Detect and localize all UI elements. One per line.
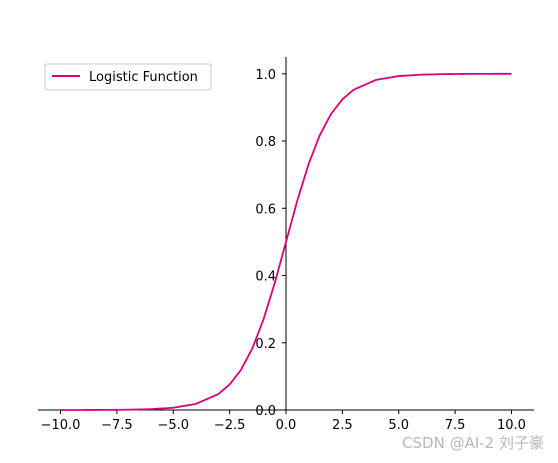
y-tick-label: 0.4 <box>255 270 276 285</box>
axes: −10.0 −7.5 −5.0 −2.5 0.0 2.5 5.0 7.5 10.0 0.0 0.2 0… <box>38 57 534 433</box>
series-line-logistic-function <box>60 72 512 411</box>
x-tick-label: −5.0 <box>157 418 189 433</box>
x-tick-label: 7.5 <box>445 418 466 433</box>
legend-box <box>44 63 212 91</box>
y-tick-label: 0.8 <box>255 135 276 150</box>
x-tick-label: 2.5 <box>332 418 353 433</box>
y-tick-label: 1.0 <box>255 68 276 83</box>
x-tick-label: −10.0 <box>41 418 81 433</box>
y-tick-label: 0.2 <box>255 337 276 352</box>
x-tick-label: 0.0 <box>276 418 297 433</box>
x-tick-label: −2.5 <box>214 418 246 433</box>
x-tick-label: 5.0 <box>388 418 409 433</box>
legend: Logistic Function <box>44 63 212 91</box>
y-tick-label: 0.0 <box>255 404 276 419</box>
watermark: CSDN @AI-2 刘子豪 <box>402 434 544 452</box>
y-tick-label: 0.6 <box>255 202 276 217</box>
series-layer <box>60 72 512 411</box>
legend-label: Logistic Function <box>89 70 198 85</box>
x-tick-label: −7.5 <box>101 418 133 433</box>
x-tick-label: 10.0 <box>497 418 526 433</box>
